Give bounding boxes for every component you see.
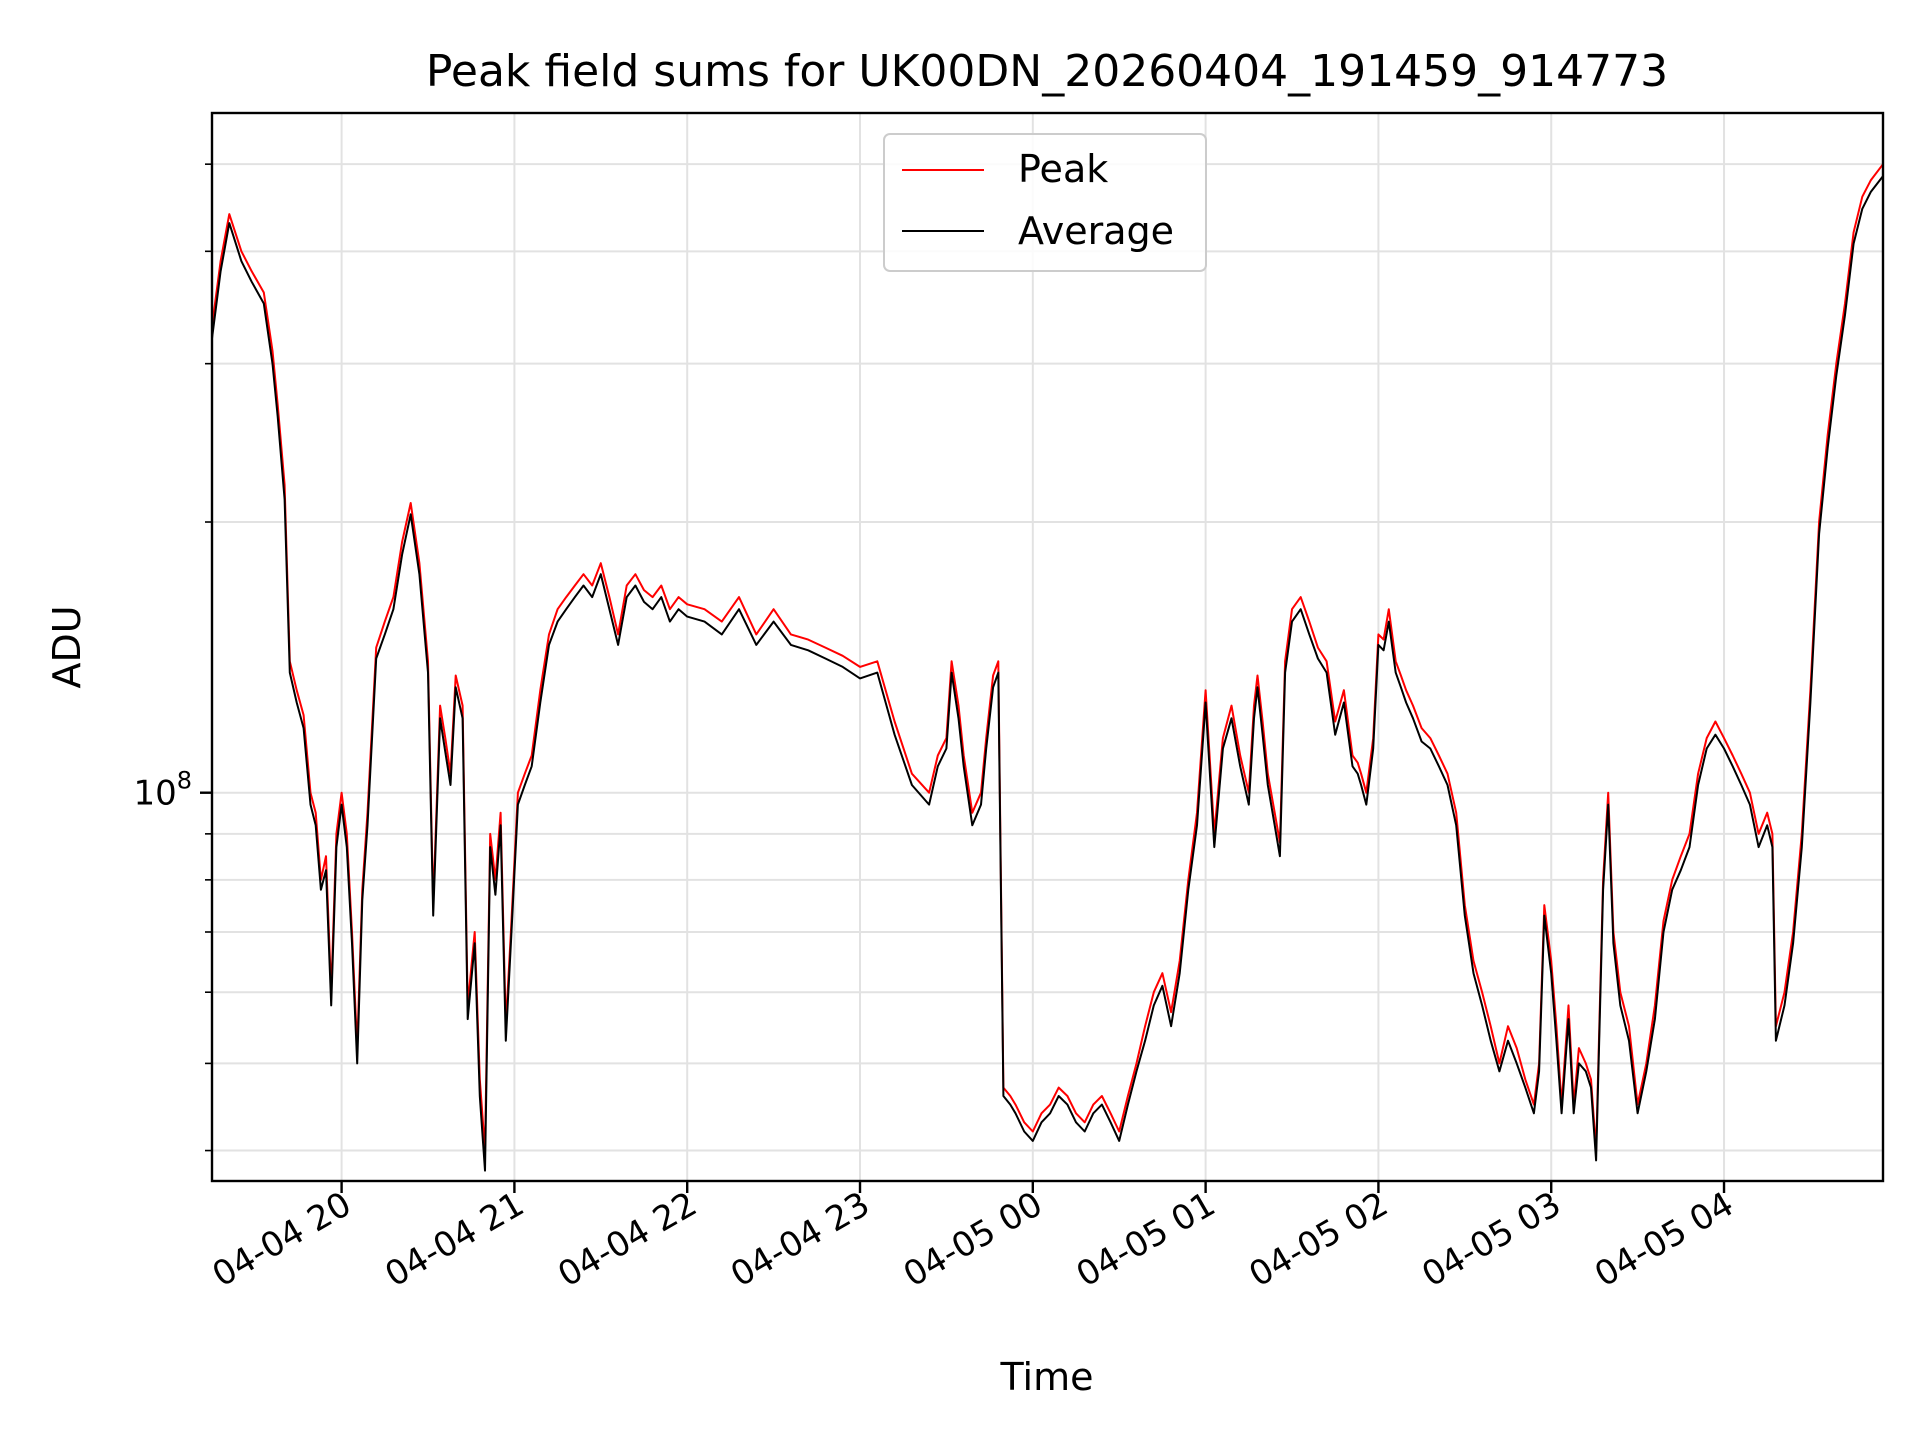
series-layer bbox=[211, 163, 1884, 1172]
y-tick-label-exponent: 8 bbox=[177, 767, 192, 795]
legend-box bbox=[883, 133, 1207, 272]
grid bbox=[212, 113, 1883, 1181]
chart-title: Peak field sums for UK00DN_20260404_1914… bbox=[426, 46, 1668, 97]
legend-label-peak: Peak bbox=[1018, 147, 1108, 191]
legend: Peak Average bbox=[883, 133, 1207, 272]
series-line-average bbox=[211, 175, 1884, 1172]
legend-label-average: Average bbox=[1018, 209, 1174, 253]
plot-area-frame bbox=[210, 111, 1885, 1183]
y-tick-label: 108 bbox=[133, 767, 192, 814]
y-axis-label: ADU bbox=[45, 605, 89, 688]
y-tick-label-base: 10 bbox=[133, 774, 176, 814]
x-axis-label: Time bbox=[1000, 1355, 1094, 1399]
